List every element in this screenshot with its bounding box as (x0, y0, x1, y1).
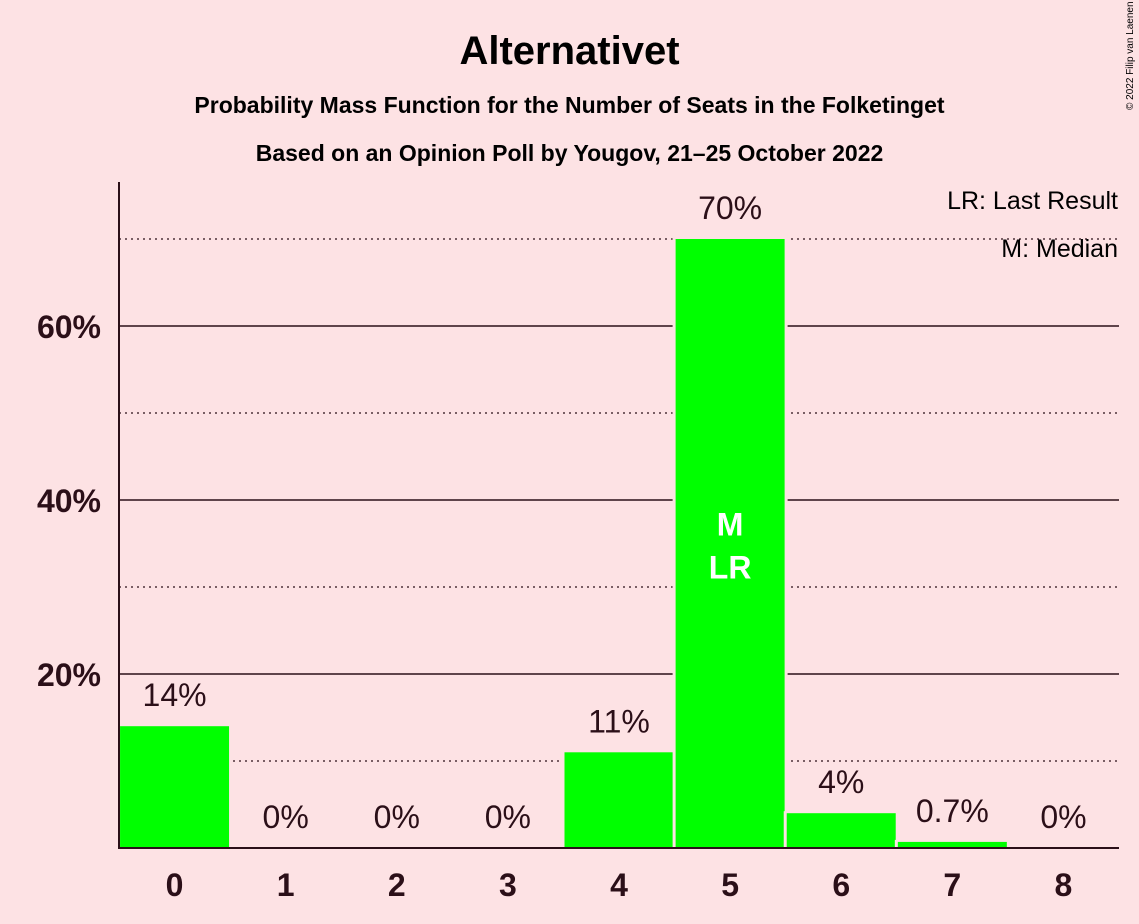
bars (117, 237, 1010, 848)
y-tick-label: 40% (37, 483, 101, 519)
axes (118, 182, 1119, 849)
y-tick-label: 20% (37, 657, 101, 693)
value-label: 70% (698, 190, 762, 226)
chart-subtitle-line-2: Based on an Opinion Poll by Yougov, 21–2… (256, 140, 884, 166)
last-result-marker: LR (709, 550, 752, 586)
bar (120, 726, 230, 848)
chart-subtitle-line-1: Probability Mass Function for the Number… (194, 92, 944, 118)
value-label: 14% (143, 677, 207, 713)
bar (786, 813, 896, 848)
value-label: 11% (588, 703, 650, 739)
x-tick-label: 0 (166, 867, 184, 903)
bar (675, 239, 785, 848)
legend-last-result: LR: Last Result (947, 187, 1118, 215)
x-tick-label: 2 (388, 867, 406, 903)
legend-median: M: Median (1001, 235, 1118, 263)
x-tick-label: 4 (610, 867, 628, 903)
x-tick-label: 6 (832, 867, 850, 903)
y-tick-label: 60% (37, 309, 101, 345)
chart-title: Alternativet (459, 29, 679, 73)
value-label: 0% (263, 799, 309, 835)
bar (564, 752, 674, 848)
median-marker: M (717, 507, 744, 543)
data-labels: 20%40%60%14%00%10%20%311%470%54%60.7%70%… (37, 190, 1087, 903)
copyright-note: © 2022 Filip van Laenen (1125, 1, 1136, 110)
x-tick-label: 7 (943, 867, 961, 903)
value-label: 0% (374, 799, 420, 835)
x-tick-label: 1 (277, 867, 295, 903)
value-label: 0% (485, 799, 531, 835)
gridlines (119, 238, 1119, 762)
value-label: 0% (1040, 799, 1086, 835)
bar (897, 841, 1007, 848)
x-tick-label: 5 (721, 867, 739, 903)
value-label: 0.7% (916, 793, 989, 829)
value-label: 4% (818, 764, 864, 800)
x-tick-label: 8 (1055, 867, 1073, 903)
x-tick-label: 3 (499, 867, 517, 903)
